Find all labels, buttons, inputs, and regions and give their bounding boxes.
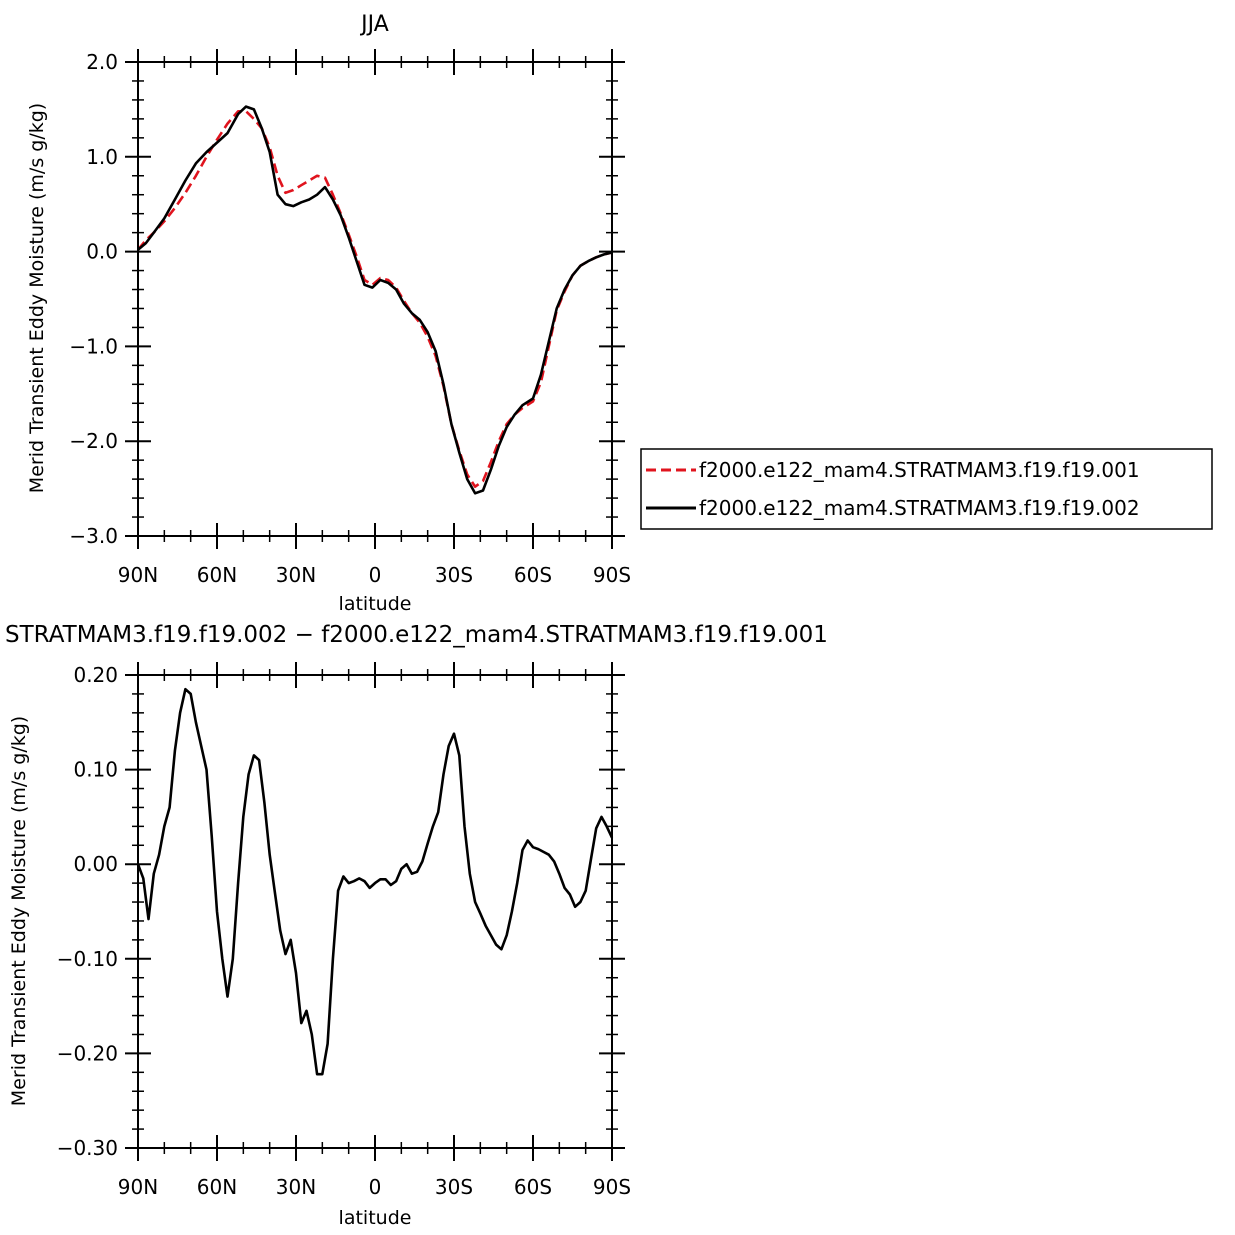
bottom-xtick-label: 60N xyxy=(197,1175,237,1199)
legend-label-series-1: f2000.e122_mam4.STRATMAM3.f19.f19.001 xyxy=(699,458,1140,482)
bottom-ytick-label: 0.20 xyxy=(73,663,118,687)
top-ytick-label: −2.0 xyxy=(69,429,118,453)
bottom-xtick-label: 90S xyxy=(593,1175,631,1199)
bottom-xtick-label: 60S xyxy=(514,1175,552,1199)
top-xtick-label: 60N xyxy=(197,563,237,587)
top-ytick-label: 1.0 xyxy=(86,145,118,169)
top-ytick-label: −3.0 xyxy=(69,524,118,548)
bottom-xtick-label: 0 xyxy=(369,1175,382,1199)
top-xtick-label: 90N xyxy=(118,563,158,587)
bottom-ytick-label: 0.00 xyxy=(73,852,118,876)
bottom-chart-ylabel: Merid Transient Eddy Moisture (m/s g/kg) xyxy=(8,716,30,1106)
legend: f2000.e122_mam4.STRATMAM3.f19.f19.001 f2… xyxy=(640,448,1213,530)
top-xtick-label: 30S xyxy=(435,563,473,587)
bottom-chart-title: STRATMAM3.f19.f19.002 − f2000.e122_mam4.… xyxy=(5,622,828,648)
top-xtick-label: 30N xyxy=(276,563,316,587)
top-ytick-label: −1.0 xyxy=(69,334,118,358)
bottom-xtick-label: 90N xyxy=(118,1175,158,1199)
top-xtick-label: 0 xyxy=(369,563,382,587)
top-series-line-1 xyxy=(137,110,613,489)
bottom-chart-panel: STRATMAM3.f19.f19.002 − f2000.e122_mam4.… xyxy=(5,622,828,1229)
top-ytick-label: 0.0 xyxy=(86,240,118,264)
top-xtick-label: 60S xyxy=(514,563,552,587)
top-series-line-2 xyxy=(137,105,613,495)
bottom-chart-xlabel: latitude xyxy=(339,1207,412,1229)
bottom-xtick-label: 30N xyxy=(276,1175,316,1199)
top-chart-panel: JJA Merid Transient Eddy Moisture (m/s g… xyxy=(26,12,631,615)
top-chart-xlabel: latitude xyxy=(339,593,412,615)
bottom-xtick-label: 30S xyxy=(435,1175,473,1199)
top-chart-ylabel: Merid Transient Eddy Moisture (m/s g/kg) xyxy=(26,103,48,493)
bottom-ytick-label: −0.30 xyxy=(57,1136,118,1160)
bottom-ytick-label: −0.20 xyxy=(57,1041,118,1065)
bottom-series-line-1 xyxy=(136,687,614,1076)
legend-label-series-2: f2000.e122_mam4.STRATMAM3.f19.f19.002 xyxy=(699,496,1140,520)
legend-box xyxy=(640,448,1213,530)
top-chart-title: JJA xyxy=(359,12,389,37)
bottom-plot-frame xyxy=(137,674,613,1149)
top-ytick-label: 2.0 xyxy=(86,50,118,74)
top-xtick-label: 90S xyxy=(593,563,631,587)
bottom-ytick-label: 0.10 xyxy=(73,758,118,782)
bottom-ytick-label: −0.10 xyxy=(57,947,118,971)
top-plot-frame xyxy=(137,61,613,537)
